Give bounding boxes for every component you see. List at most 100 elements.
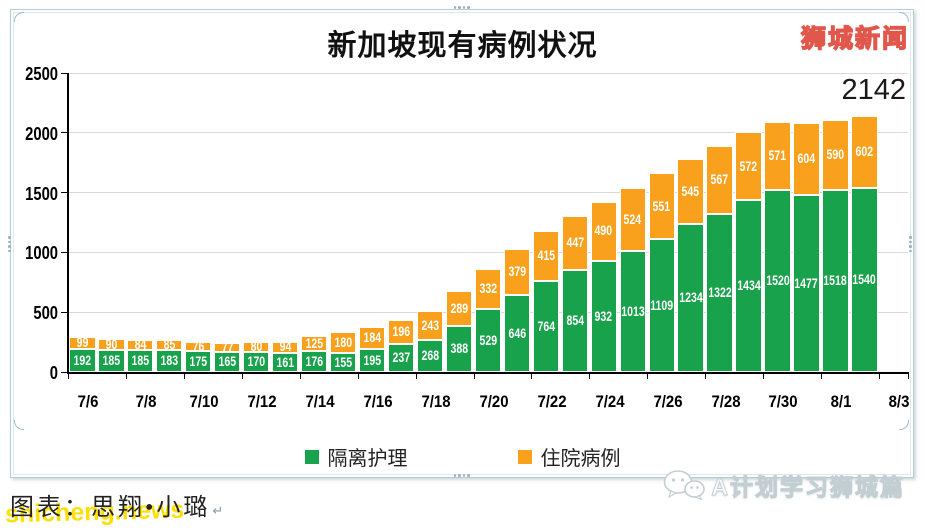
x-axis-tick xyxy=(821,373,823,379)
bar-value-label: 1477 xyxy=(794,275,819,291)
bar-value-label: 551 xyxy=(652,198,671,214)
legend-label: 住院病例 xyxy=(540,448,621,470)
y-axis-tick-label: 1500 xyxy=(25,183,59,204)
bar-value-label: 529 xyxy=(479,332,497,348)
x-axis-tick-label: 7/24 xyxy=(595,392,625,411)
x-axis-tick xyxy=(357,373,359,379)
gridline xyxy=(68,72,908,74)
bar-segment-hospitalized: 180 xyxy=(329,331,357,354)
x-axis-tick-label: 7/28 xyxy=(710,392,741,411)
bar-value-label: 1109 xyxy=(650,297,674,313)
bar-segment-isolation-care: 195 xyxy=(358,348,386,372)
bar-value-label: 854 xyxy=(565,313,584,329)
bar-value-label: 545 xyxy=(681,184,700,200)
bar-segment-isolation-care: 1013 xyxy=(619,250,646,372)
bar-value-label: 185 xyxy=(131,353,150,369)
bar-value-label: 572 xyxy=(739,158,758,174)
credit-line: 图表：思翔•小璐 ↵ xyxy=(10,487,223,522)
bar-value-label: 176 xyxy=(305,353,323,369)
bar-segment-isolation-care: 155 xyxy=(329,353,357,372)
bar-segment-hospitalized: 125 xyxy=(300,335,328,351)
chart-legend: 隔离护理 住院病例 xyxy=(0,442,925,471)
gridline xyxy=(68,132,908,134)
bar-segment-hospitalized: 184 xyxy=(358,326,386,349)
bar-value-label: 1234 xyxy=(678,290,703,306)
bar-segment-hospitalized: 76 xyxy=(185,338,212,354)
bar-segment-isolation-care: 185 xyxy=(98,349,125,372)
bar-segment-isolation-care: 854 xyxy=(561,269,588,372)
border-dots-top xyxy=(453,6,470,9)
bar-segment-isolation-care: 192 xyxy=(69,349,96,372)
bar-value-label: 170 xyxy=(247,354,265,370)
y-axis-tick-label: 2500 xyxy=(25,64,59,84)
bar-segment-hospitalized: 545 xyxy=(677,159,704,225)
y-axis-tick xyxy=(61,132,68,134)
x-axis-tick xyxy=(299,373,301,379)
bar-segment-hospitalized: 90 xyxy=(98,338,125,351)
bar-value-label: 184 xyxy=(363,329,381,345)
bar-value-label: 602 xyxy=(855,144,874,160)
bar-segment-hospitalized: 447 xyxy=(561,216,588,270)
bar-value-label: 289 xyxy=(450,300,468,316)
y-axis-tick xyxy=(61,371,68,373)
bar-segment-isolation-care: 764 xyxy=(532,280,559,372)
bar-segment-hospitalized: 490 xyxy=(590,201,617,261)
y-axis-tick xyxy=(61,72,68,74)
bar-segment-isolation-care: 1477 xyxy=(793,195,820,372)
bar-segment-isolation-care: 1520 xyxy=(764,190,791,372)
x-axis-tick-label: 8/1 xyxy=(830,392,852,411)
y-axis-tick xyxy=(61,251,68,253)
x-axis-tick xyxy=(415,373,417,379)
x-axis-tick-label: 8/3 xyxy=(888,392,910,411)
bar-segment-hospitalized: 604 xyxy=(793,123,820,196)
bar-value-label: 415 xyxy=(537,248,555,264)
x-axis-tick xyxy=(908,373,909,379)
legend-swatch-orange xyxy=(517,449,532,464)
x-axis-tick-label: 7/16 xyxy=(363,392,393,411)
y-axis-tick-label: 2000 xyxy=(25,123,59,144)
y-axis-tick-label: 1000 xyxy=(25,243,59,264)
bar-value-label: 1520 xyxy=(765,273,790,289)
y-axis-tick xyxy=(61,192,68,194)
border-dots-left xyxy=(8,236,11,252)
bar-value-label: 77 xyxy=(221,339,234,355)
x-axis-tick-label: 7/6 xyxy=(77,392,99,411)
bar-segment-hospitalized: 332 xyxy=(474,269,502,309)
bar-value-label: 80 xyxy=(250,339,263,355)
bar-value-label: 84 xyxy=(134,337,147,353)
bar-segment-isolation-care: 1434 xyxy=(735,200,762,372)
bar-segment-hospitalized: 602 xyxy=(851,115,878,188)
x-axis-tick-label: 7/18 xyxy=(421,392,451,411)
bar-value-label: 268 xyxy=(421,348,439,364)
bar-segment-isolation-care: 1540 xyxy=(851,187,878,372)
x-axis-tick-label: 7/30 xyxy=(768,392,798,411)
bar-segment-hospitalized: 84 xyxy=(127,337,154,353)
bar-segment-hospitalized: 567 xyxy=(706,146,733,214)
bar-segment-hospitalized: 77 xyxy=(214,339,241,355)
bar-segment-isolation-care: 932 xyxy=(590,260,617,372)
bar-segment-isolation-care: 1109 xyxy=(648,239,675,372)
x-axis-tick xyxy=(589,373,591,379)
bar-value-label: 196 xyxy=(392,324,410,340)
bar-segment-isolation-care: 1518 xyxy=(822,190,849,372)
bar-segment-isolation-care: 176 xyxy=(300,350,328,372)
bar-segment-hospitalized: 80 xyxy=(242,339,270,355)
legend-item-isolation-care: 隔离护理 xyxy=(304,442,408,471)
bar-value-label: 764 xyxy=(537,318,555,334)
bar-segment-hospitalized: 99 xyxy=(69,336,96,349)
bar-segment-hospitalized: 415 xyxy=(532,230,559,281)
bar-value-label: 524 xyxy=(623,211,642,227)
bar-value-label: 125 xyxy=(305,335,323,351)
x-axis-tick xyxy=(531,373,533,379)
bar-value-label: 76 xyxy=(192,338,205,354)
return-mark: ↵ xyxy=(212,503,224,518)
bar-value-label: 165 xyxy=(218,354,236,370)
bar-segment-isolation-care: 237 xyxy=(387,343,415,372)
y-axis-tick-label: 500 xyxy=(33,303,58,324)
y-axis-line xyxy=(67,73,69,373)
x-axis-tick-label: 7/26 xyxy=(653,392,683,411)
x-axis-tick xyxy=(183,373,185,379)
legend-item-hospitalized: 住院病例 xyxy=(517,442,621,471)
x-axis-tick xyxy=(879,373,881,379)
